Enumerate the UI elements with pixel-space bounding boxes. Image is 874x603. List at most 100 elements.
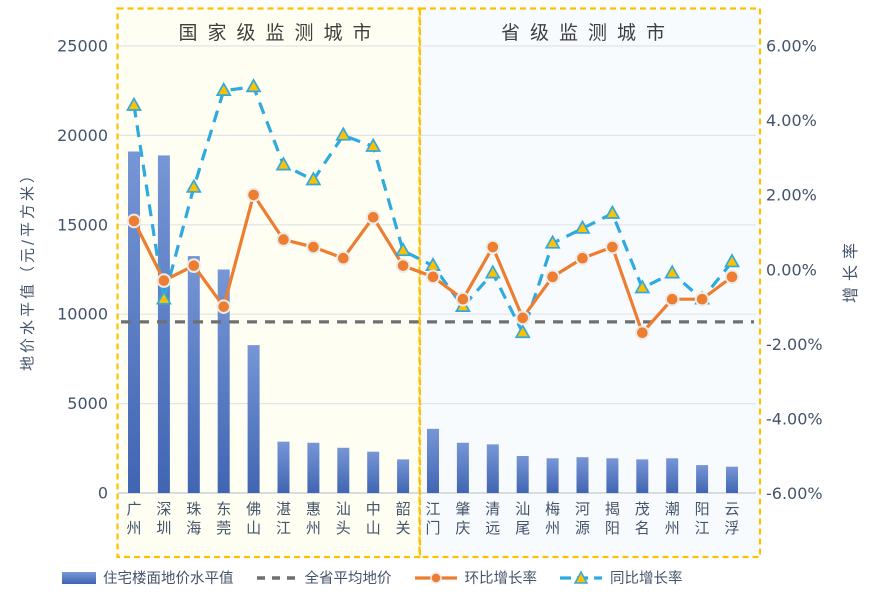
xlabel-11-char2: 庆 <box>455 519 470 537</box>
mom-marker-20 <box>724 269 740 285</box>
yoy-marker-5 <box>275 156 292 171</box>
xlabel-15-char1: 河 <box>575 500 590 518</box>
ytick-right-1: 4.00% <box>766 111 817 130</box>
yoy-marker-8 <box>365 137 382 152</box>
xlabel-0-char1: 广 <box>126 500 141 518</box>
xlabel-8-char1: 中 <box>366 500 381 518</box>
mom-marker-8 <box>365 209 381 225</box>
yoy-marker-7 <box>335 126 352 141</box>
mom-marker-19 <box>694 291 710 307</box>
legend: 住宅楼面地价水平值 全省平均地价 环比增长率 同比增长率 <box>62 567 683 588</box>
xlabel-15-char2: 源 <box>575 519 590 537</box>
bar-8 <box>367 451 380 493</box>
mom-marker-10 <box>425 269 441 285</box>
xlabel-2-char2: 海 <box>186 519 201 537</box>
bar-4 <box>247 345 260 493</box>
ytick-right-6: -6.00% <box>766 484 823 503</box>
yoy-marker-6 <box>305 171 322 186</box>
bar-17 <box>636 459 649 493</box>
yoy-marker-17 <box>634 279 651 294</box>
xlabel-8-char2: 山 <box>366 519 381 537</box>
bar-15 <box>576 457 589 493</box>
xlabel-6-char2: 州 <box>306 519 321 537</box>
legend-label-yoy-growth: 同比增长率 <box>610 571 683 587</box>
mom-marker-14 <box>545 269 560 285</box>
bar-11 <box>456 442 469 493</box>
legend-label-average-line: 全省平均地价 <box>304 571 392 587</box>
xlabel-11-char1: 肇 <box>455 500 470 518</box>
yoy-marker-13 <box>514 323 531 339</box>
xlabel-18-char2: 州 <box>665 519 680 537</box>
yoy-marker-18 <box>664 264 681 279</box>
xlabel-20-char1: 云 <box>724 500 739 518</box>
bar-12 <box>486 444 499 493</box>
xlabel-6-char1: 惠 <box>306 500 321 518</box>
xlabel-17-char1: 茂 <box>635 500 650 518</box>
mom-marker-1 <box>156 273 172 288</box>
xlabel-14-char2: 州 <box>545 519 560 537</box>
xlabel-4-char1: 佛 <box>246 500 261 518</box>
mom-marker-11 <box>455 291 471 307</box>
bar-14 <box>546 458 559 493</box>
mom-marker-5 <box>276 232 291 247</box>
xlabel-17-char2: 名 <box>635 519 650 537</box>
xlabel-7-char2: 头 <box>336 519 351 537</box>
bar-3 <box>217 269 230 493</box>
bar-13 <box>516 455 529 493</box>
xlabel-16-char1: 揭 <box>605 500 620 518</box>
ytick-right-0: 6.00% <box>766 37 817 56</box>
national-panel-border <box>116 7 421 559</box>
bar-2 <box>187 256 200 493</box>
yoy-marker-14 <box>544 234 561 249</box>
bar-7 <box>337 447 350 493</box>
xlabel-0-char2: 州 <box>126 519 141 537</box>
ytick-right-3: 0.00% <box>766 260 817 279</box>
xlabel-3-char1: 东 <box>216 500 231 518</box>
provincial-panel-border <box>418 7 762 559</box>
mom-marker-9 <box>395 258 411 273</box>
xlabel-10-char1: 江 <box>425 500 440 518</box>
yoy-marker-20 <box>724 253 740 268</box>
mom-marker-4 <box>246 187 261 203</box>
average-line-swatch-icon <box>256 575 297 580</box>
yoy-growth-swatch-icon <box>560 569 602 584</box>
ytick-left-5: 0 <box>98 484 108 503</box>
yoy-marker-2 <box>185 178 202 193</box>
xlabel-10-char2: 门 <box>425 519 440 537</box>
xlabel-7-char1: 汕 <box>336 500 351 518</box>
xlabel-4-char2: 山 <box>246 519 261 537</box>
legend-item-bar-series: 住宅楼面地价水平值 <box>62 567 234 588</box>
ytick-left-1: 20000 <box>57 126 108 145</box>
mom-marker-13 <box>515 310 531 326</box>
bar-6 <box>307 442 320 493</box>
xlabel-9-char2: 关 <box>396 519 411 537</box>
ytick-left-4: 5000 <box>67 394 108 413</box>
yoy-marker-4 <box>245 78 262 93</box>
xlabel-13-char2: 尾 <box>515 519 530 537</box>
legend-label-mom-growth: 环比增长率 <box>464 571 538 587</box>
bar-10 <box>427 428 439 493</box>
xlabel-3-char2: 莞 <box>216 519 231 537</box>
xlabel-12-char1: 清 <box>485 500 500 518</box>
right-axis-title: 增长率 <box>841 236 860 304</box>
mom-marker-3 <box>216 299 231 314</box>
xlabel-13-char1: 汕 <box>515 500 530 518</box>
mom-marker-17 <box>635 325 650 341</box>
xlabel-14-char1: 梅 <box>545 500 560 518</box>
legend-item-yoy-growth: 同比增长率 <box>559 567 683 588</box>
yoy-marker-1 <box>155 290 172 305</box>
ytick-right-5: -4.00% <box>766 409 823 428</box>
xlabel-19-char2: 江 <box>695 519 710 537</box>
bar-1 <box>157 155 170 493</box>
xlabel-2-char1: 珠 <box>186 500 201 518</box>
xlabel-5-char1: 湛 <box>276 500 291 518</box>
xlabel-20-char2: 浮 <box>724 519 739 537</box>
xlabel-19-char1: 阳 <box>695 500 710 518</box>
bar-18 <box>666 458 679 493</box>
yoy-marker-15 <box>574 219 591 234</box>
ytick-left-2: 15000 <box>57 215 108 234</box>
xlabel-16-char2: 阳 <box>605 519 620 537</box>
yoy-marker-16 <box>604 204 621 219</box>
